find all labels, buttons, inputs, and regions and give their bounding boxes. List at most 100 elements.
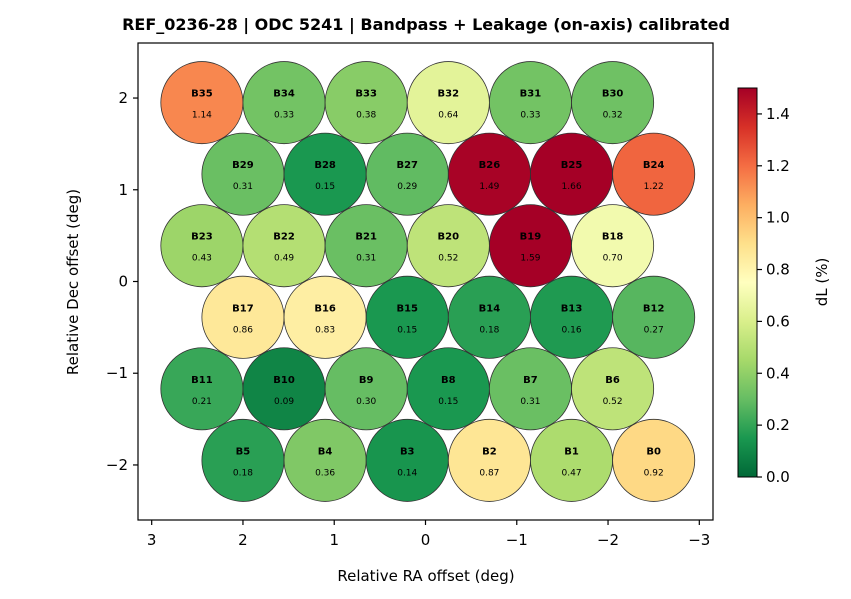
beam-b2: B2 0.87 xyxy=(447,418,531,502)
beam-b34: B34 0.33 xyxy=(242,61,326,145)
x-tick-label: −1 xyxy=(506,531,528,549)
colorbar-gradient xyxy=(737,87,758,478)
beam-b21: B21 0.31 xyxy=(324,204,408,288)
beam-b0-marker xyxy=(612,418,696,502)
beam-b12: B12 0.27 xyxy=(612,275,696,359)
beam-b9: B9 0.30 xyxy=(324,347,408,431)
beam-b15-marker xyxy=(365,275,449,359)
beam-b11-name: B11 xyxy=(191,375,213,386)
beam-b18-value: 0.70 xyxy=(603,254,623,264)
beam-b3-marker xyxy=(365,418,449,502)
beam-b20-value: 0.52 xyxy=(438,254,458,264)
beam-b10: B10 0.09 xyxy=(242,347,326,431)
beam-b1-name: B1 xyxy=(564,446,579,457)
beam-b17-name: B17 xyxy=(232,303,254,314)
beam-b7-value: 0.31 xyxy=(520,397,540,407)
beam-b17-marker xyxy=(201,275,285,359)
beam-b16-value: 0.83 xyxy=(315,325,335,335)
y-axis-label: Relative Dec offset (deg) xyxy=(64,189,82,375)
beam-b34-marker xyxy=(242,61,326,145)
beam-b17: B17 0.86 xyxy=(201,275,285,359)
beam-b33-name: B33 xyxy=(355,89,377,100)
beam-b5-marker xyxy=(201,418,285,502)
beam-b24-value: 1.22 xyxy=(644,182,664,192)
beam-b33: B33 0.38 xyxy=(324,61,408,145)
beam-b13: B13 0.16 xyxy=(530,275,614,359)
beam-b35-value: 1.14 xyxy=(192,111,212,121)
x-tick-label: −2 xyxy=(597,531,619,549)
beam-b33-marker xyxy=(324,61,408,145)
beam-b16: B16 0.83 xyxy=(283,275,367,359)
beam-b32-name: B32 xyxy=(438,89,460,100)
beam-b5: B5 0.18 xyxy=(201,418,285,502)
beam-b0-name: B0 xyxy=(646,446,661,457)
beam-b16-name: B16 xyxy=(314,303,336,314)
beam-b29-name: B29 xyxy=(232,160,254,171)
beam-b14: B14 0.18 xyxy=(447,275,531,359)
beam-b29-value: 0.31 xyxy=(233,182,253,192)
beam-b35-name: B35 xyxy=(191,89,213,100)
beam-b23: B23 0.43 xyxy=(160,204,244,288)
beam-b4-name: B4 xyxy=(318,446,333,457)
beam-b30: B30 0.32 xyxy=(571,61,655,145)
beam-b20: B20 0.52 xyxy=(406,204,490,288)
beam-b6: B6 0.52 xyxy=(571,347,655,431)
beam-b27-marker xyxy=(365,132,449,216)
beam-b28: B28 0.15 xyxy=(283,132,367,216)
beam-b30-value: 0.32 xyxy=(603,111,623,121)
x-tick-label: −3 xyxy=(688,531,710,549)
beam-b35: B35 1.14 xyxy=(160,61,244,145)
y-tick-label: 1 xyxy=(118,181,128,199)
beam-b8-value: 0.15 xyxy=(438,397,458,407)
beam-b2-value: 0.87 xyxy=(479,468,499,478)
beam-b30-name: B30 xyxy=(602,89,624,100)
beam-b23-value: 0.43 xyxy=(192,254,212,264)
beam-b18-name: B18 xyxy=(602,232,624,243)
x-axis-label: Relative RA offset (deg) xyxy=(337,567,514,585)
beam-b9-value: 0.30 xyxy=(356,397,376,407)
beam-b21-value: 0.31 xyxy=(356,254,376,264)
beam-b31: B31 0.33 xyxy=(488,61,572,145)
beam-b11: B11 0.21 xyxy=(160,347,244,431)
y-tick-label: 2 xyxy=(118,89,128,107)
beams-layer: B35 1.14 B34 0.33 B33 0.38 B32 0.64 B31 0.33 B30 0.… xyxy=(160,61,696,502)
colorbar-tick-label: 1.0 xyxy=(766,209,790,227)
beam-b23-marker xyxy=(160,204,244,288)
beam-b14-marker xyxy=(447,275,531,359)
beam-b0: B0 0.92 xyxy=(612,418,696,502)
beam-b6-marker xyxy=(571,347,655,431)
beam-b4: B4 0.36 xyxy=(283,418,367,502)
beam-b31-value: 0.33 xyxy=(520,111,540,121)
beam-b24: B24 1.22 xyxy=(612,132,696,216)
beam-b3-name: B3 xyxy=(400,446,415,457)
beam-b6-name: B6 xyxy=(605,375,620,386)
beam-b25: B25 1.66 xyxy=(530,132,614,216)
beam-b22: B22 0.49 xyxy=(242,204,326,288)
beam-b21-marker xyxy=(324,204,408,288)
colorbar-tick-label: 0.8 xyxy=(766,261,790,279)
beam-b26-marker xyxy=(447,132,531,216)
colorbar-tick-label: 0.6 xyxy=(766,312,790,330)
beam-b27-value: 0.29 xyxy=(397,182,417,192)
beam-b12-value: 0.27 xyxy=(644,325,664,335)
beam-b31-name: B31 xyxy=(520,89,542,100)
beam-b18-marker xyxy=(571,204,655,288)
beam-b5-name: B5 xyxy=(236,446,251,457)
beam-b11-value: 0.21 xyxy=(192,397,212,407)
beam-b27: B27 0.29 xyxy=(365,132,449,216)
beam-b22-marker xyxy=(242,204,326,288)
beam-b4-value: 0.36 xyxy=(315,468,335,478)
beam-b33-value: 0.38 xyxy=(356,111,376,121)
beam-b32-marker xyxy=(406,61,490,145)
beam-b1-value: 0.47 xyxy=(562,468,582,478)
colorbar-tick-label: 1.2 xyxy=(766,157,790,175)
beam-b15-value: 0.15 xyxy=(397,325,417,335)
beam-b25-name: B25 xyxy=(561,160,583,171)
beam-b13-value: 0.16 xyxy=(562,325,582,335)
beam-b9-marker xyxy=(324,347,408,431)
beam-b2-name: B2 xyxy=(482,446,497,457)
beam-b2-marker xyxy=(447,418,531,502)
beam-b24-name: B24 xyxy=(643,160,665,171)
beam-b20-name: B20 xyxy=(438,232,460,243)
